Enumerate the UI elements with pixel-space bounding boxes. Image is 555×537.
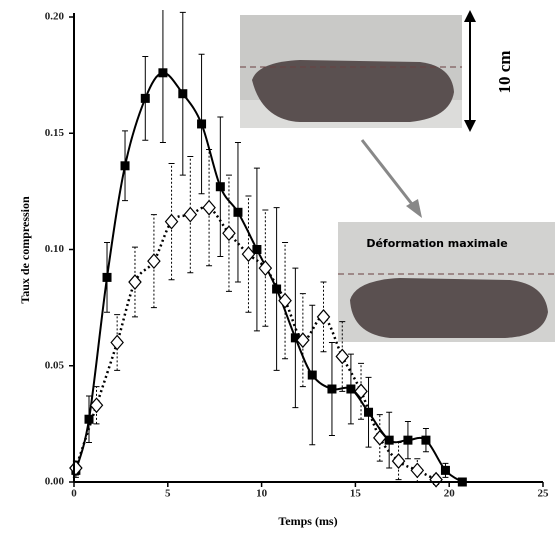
error-cap bbox=[292, 267, 299, 409]
marker bbox=[215, 182, 225, 192]
marker bbox=[183, 206, 198, 223]
error-cap bbox=[198, 53, 205, 195]
y-tick-label: 0.10 bbox=[45, 243, 65, 255]
error-cap bbox=[376, 414, 383, 462]
marker bbox=[403, 435, 413, 445]
error-cap bbox=[442, 462, 449, 478]
marker bbox=[364, 407, 374, 417]
marker bbox=[327, 384, 337, 394]
error-cap bbox=[131, 246, 138, 318]
error-cap bbox=[187, 156, 194, 274]
error-cap bbox=[339, 321, 346, 392]
photo-caption: Déformation maximale bbox=[366, 237, 507, 250]
error-cap bbox=[150, 214, 157, 309]
marker bbox=[410, 462, 425, 479]
marker bbox=[128, 274, 142, 290]
marker bbox=[372, 429, 387, 446]
error-cap bbox=[93, 386, 100, 425]
marker bbox=[102, 272, 112, 282]
error-cap bbox=[299, 293, 306, 388]
error-cap bbox=[273, 207, 280, 371]
error-cap bbox=[309, 304, 316, 446]
error-cap bbox=[114, 314, 121, 371]
error-cap bbox=[347, 353, 354, 425]
marker bbox=[421, 435, 431, 445]
marker bbox=[252, 245, 262, 254]
error-cap bbox=[159, 142, 166, 144]
x-tick-label: 15 bbox=[350, 488, 362, 500]
y-tick-label: 0.20 bbox=[45, 11, 65, 23]
marker bbox=[384, 435, 394, 445]
marker bbox=[147, 253, 161, 270]
marker bbox=[197, 119, 207, 129]
marker bbox=[110, 334, 124, 351]
error-cap bbox=[245, 195, 252, 313]
x-tick-label: 10 bbox=[256, 488, 268, 500]
marker bbox=[391, 453, 406, 469]
error-cap bbox=[86, 395, 93, 443]
x-tick-label: 25 bbox=[538, 488, 550, 500]
error-cap bbox=[386, 411, 393, 469]
marker bbox=[140, 93, 150, 103]
error-cap bbox=[122, 130, 129, 202]
marker bbox=[272, 284, 282, 294]
marker bbox=[316, 309, 331, 325]
marker bbox=[278, 292, 292, 309]
error-cap bbox=[282, 242, 289, 360]
marker bbox=[335, 348, 350, 365]
marker bbox=[354, 383, 368, 400]
error-cap bbox=[365, 376, 372, 448]
error-cap bbox=[328, 342, 335, 436]
y-tick-label: 0.00 bbox=[45, 476, 65, 488]
marker bbox=[346, 384, 356, 394]
marker bbox=[164, 213, 179, 230]
error-cap bbox=[358, 362, 365, 420]
error-cap bbox=[142, 56, 149, 141]
marker bbox=[241, 246, 256, 263]
error-cap bbox=[225, 174, 232, 292]
error-cap bbox=[168, 162, 175, 281]
marker bbox=[89, 397, 104, 414]
marker bbox=[202, 199, 216, 216]
marker bbox=[307, 370, 317, 380]
error-cap bbox=[179, 11, 186, 176]
marker bbox=[440, 465, 450, 475]
error-cap bbox=[320, 281, 327, 353]
error-cap bbox=[217, 116, 224, 257]
marker bbox=[178, 89, 188, 99]
y-axis-label: Taux de compression bbox=[18, 196, 32, 304]
error-cap bbox=[404, 421, 411, 460]
error-cap bbox=[395, 441, 402, 481]
error-cap bbox=[253, 167, 260, 332]
marker bbox=[222, 225, 236, 242]
error-cap bbox=[262, 209, 269, 327]
x-tick-label: 20 bbox=[444, 488, 456, 500]
scale-arrow bbox=[464, 10, 476, 132]
marker bbox=[69, 460, 83, 476]
marker bbox=[158, 68, 168, 78]
marker bbox=[233, 207, 243, 217]
scale-label: 10 cm bbox=[495, 51, 514, 94]
error-cap bbox=[104, 242, 111, 313]
photo-before bbox=[240, 15, 462, 128]
error-cap bbox=[206, 149, 213, 267]
x-tick-label: 5 bbox=[165, 488, 171, 500]
marker bbox=[290, 333, 300, 343]
error-cap bbox=[234, 142, 241, 283]
marker bbox=[120, 161, 130, 171]
marker bbox=[296, 332, 310, 349]
y-tick-label: 0.05 bbox=[45, 359, 65, 371]
marker bbox=[429, 471, 443, 488]
transition-arrow bbox=[360, 139, 422, 218]
y-tick-label: 0.15 bbox=[45, 127, 65, 139]
x-tick-label: 0 bbox=[71, 488, 77, 500]
error-cap bbox=[422, 428, 429, 453]
marker bbox=[84, 414, 94, 424]
photo-after bbox=[338, 222, 555, 342]
marker bbox=[258, 260, 273, 277]
x-axis-label: Temps (ms) bbox=[278, 514, 337, 528]
